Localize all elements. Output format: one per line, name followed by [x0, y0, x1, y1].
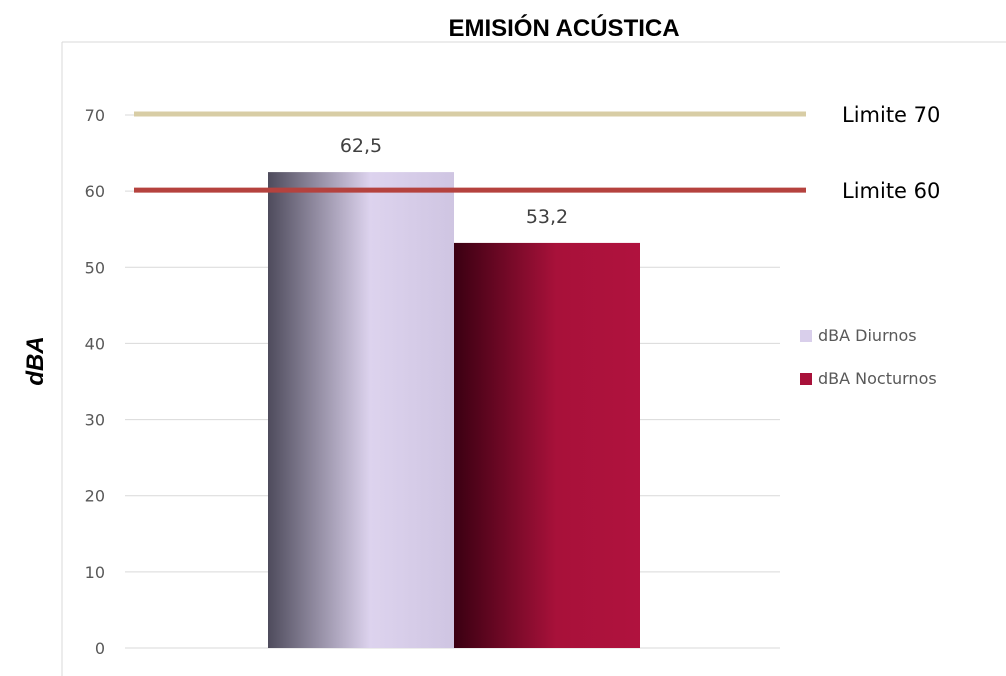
data-label: 53,2 — [526, 206, 568, 228]
y-tick-label: 30 — [85, 411, 105, 430]
legend-label: dBA Diurnos — [818, 326, 917, 345]
data-label: 62,5 — [340, 135, 382, 157]
reference-lines: Limite 70 Limite 60 — [134, 103, 940, 203]
data-labels: 62,5 53,2 — [340, 135, 568, 228]
legend-swatch — [800, 330, 812, 342]
y-tick-label: 60 — [85, 182, 105, 201]
y-tick-label: 40 — [85, 334, 105, 353]
legend-label: dBA Nocturnos — [818, 369, 937, 388]
chart-title: EMISIÓN ACÚSTICA — [448, 14, 679, 42]
y-tick-label: 50 — [85, 258, 105, 277]
y-tick-label: 20 — [85, 487, 105, 506]
bar-dba-nocturnos — [454, 242, 640, 649]
y-tick-label: 0 — [95, 639, 105, 658]
plot-area-border — [61, 41, 1006, 676]
bar-dba-diurnos — [268, 172, 454, 648]
y-tick-label: 10 — [85, 563, 105, 582]
y-axis-ticks: 0 10 20 30 40 50 60 70 — [85, 106, 105, 658]
bars — [268, 172, 640, 649]
y-tick-label: 70 — [85, 106, 105, 125]
reference-line-label: Limite 70 — [842, 103, 940, 127]
legend: dBA Diurnos dBA Nocturnos — [800, 326, 937, 388]
y-axis-title: dBA — [22, 336, 49, 385]
legend-swatch — [800, 373, 812, 385]
reference-line-label: Limite 60 — [842, 179, 940, 203]
